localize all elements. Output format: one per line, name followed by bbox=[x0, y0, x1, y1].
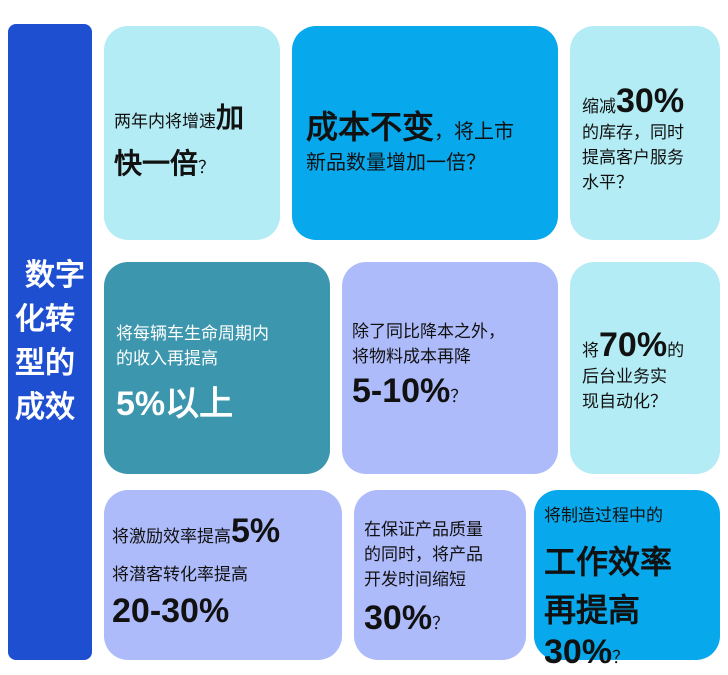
sidebar-title-line: 化转 bbox=[15, 302, 75, 337]
card-text: 两年内将增速 bbox=[114, 112, 216, 132]
card-number: 70% bbox=[599, 326, 668, 364]
card-highlight: 再提高 bbox=[544, 591, 641, 629]
card-number: 20-30% bbox=[112, 592, 230, 630]
card-text: 在保证产品质量 bbox=[364, 520, 483, 540]
card-text: 的同时，将产品 bbox=[364, 545, 483, 565]
card-text: 将激励效率提高 bbox=[112, 527, 231, 547]
card-text: 现自动化？ bbox=[582, 392, 667, 412]
card-text: ？ bbox=[432, 614, 450, 634]
card-highlight: 工作效率 bbox=[544, 543, 673, 581]
card-manufacturing-efficiency: 将制造过程中的 工作效率 再提高 30%？ bbox=[534, 490, 720, 671]
card-text: 将潜客转化率提高 bbox=[112, 565, 248, 585]
card-growth-speed: 两年内将增速加 快一倍？ bbox=[104, 26, 280, 240]
card-number: 5-10% bbox=[352, 372, 451, 410]
card-text: 除了同比降本之外， bbox=[352, 322, 505, 342]
card-highlight: 快一倍 bbox=[114, 147, 199, 180]
card-text: 新品数量增加一倍？ bbox=[306, 150, 486, 174]
card-text: 将物料成本再降 bbox=[352, 347, 471, 367]
sidebar-title-line: 型的 bbox=[15, 346, 75, 381]
card-number: 5%以上 bbox=[116, 385, 234, 423]
card-inventory: 缩减30% 的库存，同时 提高客户服务 水平？ bbox=[570, 26, 720, 240]
card-text: 提高客户服务 bbox=[582, 148, 684, 168]
card-text: 开发时间缩短 bbox=[364, 570, 466, 590]
card-text: 将制造过程中的 bbox=[544, 506, 663, 526]
card-new-products: 成本不变，将上市 新品数量增加一倍？ bbox=[292, 26, 558, 240]
card-text: 缩减 bbox=[582, 97, 616, 117]
card-automation: 将70%的 后台业务实 现自动化？ bbox=[570, 262, 720, 474]
card-text: ，将上市 bbox=[434, 119, 515, 143]
card-number: 30% bbox=[544, 633, 613, 671]
card-highlight: 加 bbox=[216, 101, 245, 134]
card-text: ？ bbox=[198, 158, 216, 178]
sidebar-title-box: 数字 化转 型的 成效 bbox=[8, 24, 92, 660]
card-highlight: 成本不变 bbox=[306, 108, 435, 146]
card-number: 30% bbox=[364, 599, 433, 637]
card-text: 的 bbox=[667, 341, 685, 361]
card-vehicle-revenue: 将每辆车生命周期内 的收入再提高 5%以上 bbox=[104, 262, 330, 474]
sidebar-title-line: 数字 bbox=[25, 258, 85, 293]
card-text: 的库存，同时 bbox=[582, 123, 684, 143]
card-incentive-conversion: 将激励效率提高5% 将潜客转化率提高 20-30% bbox=[104, 490, 342, 660]
card-dev-time: 在保证产品质量 的同时，将产品 开发时间缩短 30%？ bbox=[354, 490, 526, 660]
card-text: 将每辆车生命周期内 bbox=[116, 324, 269, 344]
sidebar-title: 数字 化转 型的 成效 bbox=[15, 254, 85, 430]
card-number: 5% bbox=[231, 512, 281, 550]
card-text: ？ bbox=[612, 648, 630, 668]
card-text: ？ bbox=[450, 387, 468, 407]
card-text: 后台业务实 bbox=[582, 367, 667, 387]
card-text: 的收入再提高 bbox=[116, 349, 218, 369]
sidebar-title-line: 成效 bbox=[15, 390, 75, 425]
card-text: 将 bbox=[582, 341, 599, 361]
card-text: 水平？ bbox=[582, 173, 633, 193]
card-number: 30% bbox=[616, 82, 685, 120]
card-material-cost: 除了同比降本之外， 将物料成本再降 5-10%？ bbox=[342, 262, 558, 474]
